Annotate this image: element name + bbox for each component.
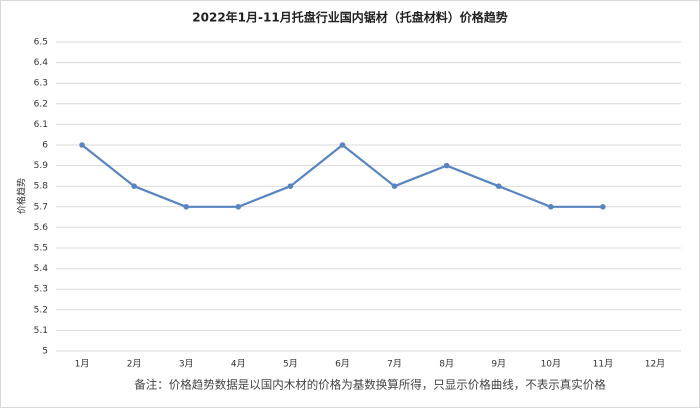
y-tick-label: 6.2 bbox=[34, 99, 48, 109]
y-tick-label: 5.1 bbox=[34, 326, 48, 336]
x-tick-label: 1月 bbox=[75, 359, 90, 370]
x-tick-label: 2月 bbox=[127, 359, 142, 370]
x-tick-label: 4月 bbox=[231, 359, 246, 370]
annotation: 备注：价格趋势数据是以国内木材的价格为基数换算所得，只显示价格曲线，不表示真实价… bbox=[134, 378, 606, 392]
point bbox=[339, 142, 346, 148]
x-tick-label: 5月 bbox=[283, 359, 298, 370]
point bbox=[131, 183, 137, 189]
x-tick-label: 10月 bbox=[541, 359, 561, 370]
y-tick-label: 5.9 bbox=[34, 161, 49, 171]
point bbox=[495, 183, 502, 189]
point bbox=[547, 204, 554, 210]
x-tick-label: 11月 bbox=[593, 359, 613, 370]
y-tick-label: 5.3 bbox=[34, 285, 48, 295]
y-tick-label: 5.4 bbox=[34, 264, 49, 274]
x-tick-label: 3月 bbox=[179, 359, 194, 370]
point bbox=[235, 204, 242, 210]
y-tick-label: 6.4 bbox=[34, 58, 49, 68]
y-tick-label: 6 bbox=[42, 141, 48, 151]
y-tick-label: 6.5 bbox=[34, 38, 48, 48]
point bbox=[391, 183, 398, 189]
point bbox=[287, 183, 294, 189]
point bbox=[183, 204, 190, 210]
x-tick-label: 8月 bbox=[439, 359, 454, 370]
y-tick-label: 5.5 bbox=[34, 244, 48, 254]
y-tick-label: 5.6 bbox=[34, 223, 49, 233]
y-tick-label: 5.7 bbox=[34, 202, 48, 212]
y-tick-label: 5 bbox=[42, 347, 48, 357]
x-tick-label: 9月 bbox=[491, 359, 506, 370]
chart-title: 2022年1月-11月托盘行业国内锯材（托盘材料）价格趋势 bbox=[192, 10, 507, 25]
y-axis-label: 价格趋势 bbox=[16, 178, 28, 214]
point bbox=[79, 142, 85, 148]
y-tick-label: 5.8 bbox=[34, 182, 49, 192]
x-tick-label: 6月 bbox=[335, 359, 350, 370]
point bbox=[443, 162, 450, 169]
x-tick-label: 7月 bbox=[387, 359, 402, 370]
y-tick-label: 5.2 bbox=[34, 305, 48, 315]
point bbox=[600, 204, 606, 210]
x-tick-label: 12月 bbox=[645, 359, 665, 370]
y-tick-label: 6.1 bbox=[34, 120, 48, 130]
y-tick-label: 6.3 bbox=[34, 79, 48, 89]
